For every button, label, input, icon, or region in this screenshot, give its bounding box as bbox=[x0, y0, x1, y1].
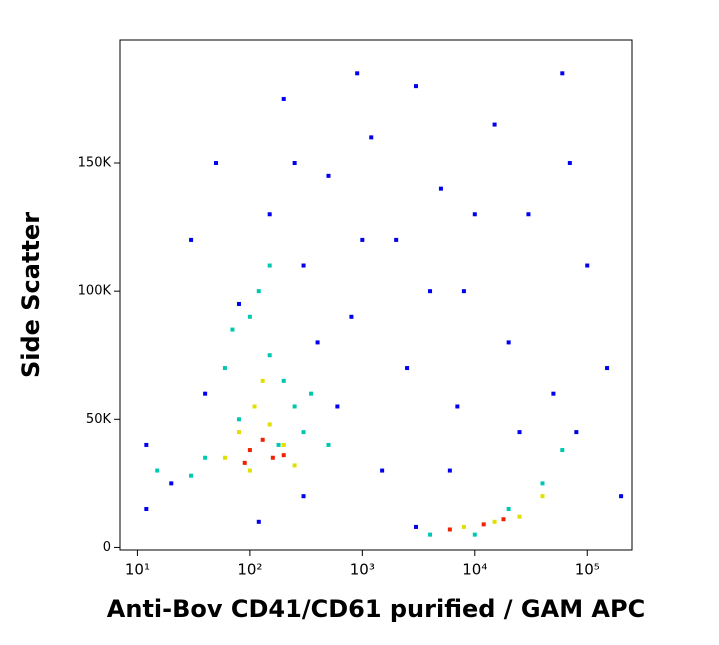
event-dot bbox=[260, 378, 265, 383]
event-dot bbox=[619, 494, 624, 499]
event-dot bbox=[540, 494, 545, 499]
event-dot bbox=[256, 289, 261, 294]
event-dot bbox=[506, 340, 511, 345]
event-dot bbox=[242, 460, 247, 465]
event-dot bbox=[355, 71, 360, 76]
event-dot bbox=[492, 519, 497, 524]
event-dot bbox=[428, 532, 433, 537]
event-dot bbox=[267, 212, 272, 217]
event-dot bbox=[301, 263, 306, 268]
event-dot bbox=[292, 463, 297, 468]
event-dot bbox=[252, 404, 257, 409]
event-dot bbox=[517, 514, 522, 519]
event-dot bbox=[517, 430, 522, 435]
event-dot bbox=[506, 506, 511, 511]
event-dot bbox=[438, 186, 443, 191]
event-dot bbox=[301, 430, 306, 435]
event-dot bbox=[267, 422, 272, 427]
event-dot bbox=[203, 391, 208, 396]
event-dot bbox=[230, 327, 235, 332]
event-dot bbox=[267, 353, 272, 358]
event-dot bbox=[405, 366, 410, 371]
event-dot bbox=[472, 532, 477, 537]
event-dot bbox=[155, 468, 160, 473]
event-dot bbox=[247, 468, 252, 473]
event-dot bbox=[481, 522, 486, 527]
event-dot bbox=[526, 212, 531, 217]
event-dot bbox=[428, 289, 433, 294]
event-dot bbox=[315, 340, 320, 345]
event-dot bbox=[567, 161, 572, 166]
event-dot bbox=[260, 437, 265, 442]
event-dot bbox=[189, 473, 194, 478]
x-tick-label: 10¹ bbox=[125, 561, 150, 579]
y-tick-label: 100K bbox=[78, 284, 112, 299]
event-dot bbox=[560, 71, 565, 76]
x-tick-label: 10⁵ bbox=[575, 561, 600, 579]
event-dot bbox=[247, 448, 252, 453]
event-dot bbox=[551, 391, 556, 396]
x-axis-title: Anti-Bov CD41/CD61 purified / GAM APC bbox=[107, 595, 645, 623]
event-dot bbox=[455, 404, 460, 409]
event-dot bbox=[267, 263, 272, 268]
event-dot bbox=[281, 378, 286, 383]
event-dot bbox=[447, 468, 452, 473]
x-tick-label: 10⁴ bbox=[462, 561, 487, 579]
event-dot bbox=[360, 237, 365, 242]
event-dot bbox=[281, 453, 286, 458]
event-dot bbox=[276, 442, 281, 447]
event-dot bbox=[380, 468, 385, 473]
event-dot bbox=[413, 524, 418, 529]
event-dot bbox=[189, 237, 194, 242]
event-dot bbox=[326, 173, 331, 178]
x-tick-label: 10³ bbox=[350, 561, 375, 579]
event-dot bbox=[203, 455, 208, 460]
y-tick-label: 150K bbox=[78, 156, 112, 171]
event-dot bbox=[369, 135, 374, 140]
event-dot bbox=[236, 430, 241, 435]
plot-frame bbox=[119, 39, 633, 551]
event-dot bbox=[247, 314, 252, 319]
y-tick-label: 0 bbox=[103, 540, 111, 555]
event-dot bbox=[144, 442, 149, 447]
y-tick-label: 50K bbox=[86, 412, 112, 427]
x-tick-label: 10² bbox=[237, 561, 262, 579]
event-dot bbox=[540, 481, 545, 486]
event-dot bbox=[447, 527, 452, 532]
event-dot bbox=[292, 404, 297, 409]
event-dot bbox=[349, 314, 354, 319]
event-dot bbox=[281, 442, 286, 447]
event-dot bbox=[144, 506, 149, 511]
event-dot bbox=[222, 455, 227, 460]
event-dot bbox=[236, 301, 241, 306]
event-dot bbox=[413, 84, 418, 89]
event-dot bbox=[472, 212, 477, 217]
event-dot bbox=[560, 448, 565, 453]
event-dot bbox=[501, 517, 506, 522]
event-dot bbox=[281, 96, 286, 101]
event-dot bbox=[574, 430, 579, 435]
event-dot bbox=[309, 391, 314, 396]
event-dot bbox=[585, 263, 590, 268]
event-dot bbox=[222, 366, 227, 371]
event-dot bbox=[492, 122, 497, 127]
event-dot bbox=[461, 289, 466, 294]
event-dot bbox=[214, 161, 219, 166]
event-dot bbox=[335, 404, 340, 409]
event-dot bbox=[256, 519, 261, 524]
event-dot bbox=[236, 417, 241, 422]
y-axis-title: Side Scatter bbox=[17, 212, 45, 378]
event-dot bbox=[292, 161, 297, 166]
event-dot bbox=[605, 366, 610, 371]
event-dot bbox=[326, 442, 331, 447]
event-dot bbox=[169, 481, 174, 486]
event-dot bbox=[394, 237, 399, 242]
event-dot bbox=[301, 494, 306, 499]
event-dot bbox=[270, 455, 275, 460]
event-dot bbox=[461, 524, 466, 529]
